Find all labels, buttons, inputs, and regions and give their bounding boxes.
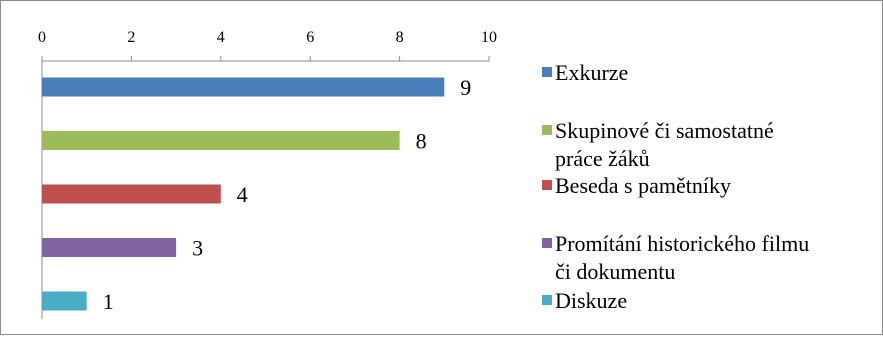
legend-label: Promítání historického filmu (555, 231, 809, 256)
data-label: 1 (103, 289, 114, 314)
legend-label: Skupinové či samostatné (555, 118, 774, 143)
x-tick-label: 4 (217, 29, 225, 46)
data-label: 4 (237, 182, 248, 207)
x-tick-label: 8 (396, 29, 404, 46)
x-tick-label: 10 (481, 29, 497, 46)
bar (42, 77, 445, 97)
legend-swatch (542, 67, 552, 77)
legend-swatch (542, 125, 552, 135)
bar (42, 184, 221, 204)
bar-series: 9 8 4 3 1 (42, 75, 471, 314)
x-tick-label: 2 (127, 29, 135, 46)
legend-label: Beseda s pamětníky (555, 173, 731, 198)
legend-label: práce žáků (555, 146, 650, 171)
x-axis: 0 2 4 6 8 10 (38, 29, 497, 319)
x-tick-label: 6 (306, 29, 314, 46)
bar (42, 131, 400, 150)
legend-swatch (542, 295, 552, 305)
bar (42, 291, 87, 311)
legend-label: Diskuze (555, 288, 627, 313)
legend-label: Exkurze (555, 60, 628, 85)
legend-swatch (542, 238, 552, 248)
data-label: 8 (416, 129, 427, 154)
legend: Exkurze Skupinové či samostatné práce žáků… (542, 60, 809, 313)
legend-label: či dokumentu (555, 259, 675, 284)
bar (42, 238, 177, 257)
legend-swatch (542, 180, 552, 190)
data-label: 3 (192, 236, 203, 261)
x-tick-label: 0 (38, 29, 46, 46)
data-label: 9 (460, 75, 471, 100)
